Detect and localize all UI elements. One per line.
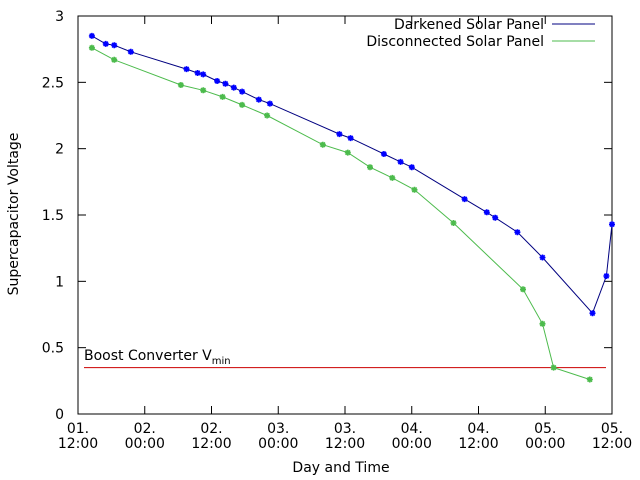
data-point (88, 32, 95, 39)
x-tick-label-time: 12:00 (592, 436, 632, 452)
data-point (550, 364, 557, 371)
x-tick-label-day: 03. (334, 421, 356, 437)
x-tick-label-day: 02. (200, 421, 222, 437)
data-point (219, 93, 226, 100)
x-tick-label-time: 12:00 (191, 436, 231, 452)
x-tick-label-time: 12:00 (58, 436, 98, 452)
y-tick-label: 2 (55, 142, 64, 158)
data-point (111, 42, 118, 49)
x-tick-label-day: 01. (67, 421, 89, 437)
data-point (214, 78, 221, 84)
data-point (603, 273, 610, 279)
data-point (539, 320, 546, 327)
data-point (194, 70, 201, 76)
x-tick-label-day: 05. (601, 421, 623, 437)
boost-converter-vmin-label: Boost Converter Vmin (84, 348, 231, 367)
data-point (266, 100, 273, 107)
series-line (91, 35, 613, 315)
x-tick-label-day: 05. (534, 421, 556, 437)
data-point (389, 174, 396, 181)
data-point (200, 71, 207, 78)
data-point (367, 164, 373, 171)
y-tick-label: 1 (55, 274, 64, 290)
y-tick-label: 3 (55, 9, 64, 25)
boost-converter-vmin-label-sub: min (212, 356, 231, 367)
x-tick-label-time: 00:00 (125, 436, 165, 452)
data-point (336, 131, 343, 138)
data-point (111, 56, 118, 63)
data-point (183, 66, 190, 73)
data-point (239, 88, 246, 95)
data-point (222, 80, 229, 87)
data-point (255, 96, 262, 103)
data-point (520, 286, 526, 293)
data-point (609, 221, 615, 228)
y-tick-label: 0.5 (42, 341, 64, 357)
data-point (586, 376, 593, 383)
data-point (347, 135, 354, 142)
y-tick-label: 0 (55, 407, 64, 423)
data-point (88, 44, 95, 51)
data-point (589, 310, 596, 317)
data-point (397, 158, 404, 165)
data-point (483, 209, 490, 216)
data-point (461, 196, 468, 203)
data-point (411, 186, 418, 193)
data-point (177, 82, 184, 88)
data-point (264, 112, 271, 119)
data-point (450, 220, 457, 226)
data-point (127, 48, 134, 55)
data-point (408, 164, 415, 171)
data-point (319, 141, 326, 148)
series-disconnected (88, 44, 593, 383)
x-tick-label-day: 04. (467, 421, 489, 437)
x-tick-label-time: 00:00 (258, 436, 298, 452)
x-axis: 01.12:0002.00:0002.12:0003.00:0003.12:00… (58, 16, 632, 452)
data-point (514, 229, 521, 236)
y-axis-title: Supercapacitor Voltage (6, 133, 22, 296)
data-point (539, 254, 546, 261)
boost-converter-vmin-label-main: Boost Converter V (84, 348, 212, 364)
x-tick-label-time: 12:00 (458, 436, 498, 452)
x-axis-title: Day and Time (292, 460, 389, 476)
x-tick-label-day: 04. (401, 421, 423, 437)
series-line (91, 47, 590, 380)
series-layer (88, 32, 615, 383)
data-point (102, 40, 109, 47)
reference-line-group: Boost Converter Vmin (84, 348, 606, 369)
x-tick-label-day: 03. (267, 421, 289, 437)
series-darkened (88, 32, 615, 317)
legend: Darkened Solar Panel Disconnected Solar … (366, 17, 595, 50)
data-point (344, 149, 351, 156)
legend-label-darkened: Darkened Solar Panel (394, 17, 544, 33)
data-point (492, 214, 499, 221)
x-tick-label-time: 00:00 (525, 436, 565, 452)
legend-label-disconnected: Disconnected Solar Panel (366, 34, 544, 50)
data-point (380, 151, 387, 157)
x-tick-label-time: 00:00 (392, 436, 432, 452)
y-tick-label: 2.5 (42, 75, 64, 91)
x-tick-label-day: 02. (134, 421, 156, 437)
y-tick-label: 1.5 (42, 208, 64, 224)
data-point (239, 101, 246, 108)
x-tick-label-time: 12:00 (325, 436, 365, 452)
data-point (230, 84, 237, 91)
data-point (200, 87, 207, 94)
y-axis: 0 0.5 1 1.5 2 2.5 3 (42, 9, 612, 423)
